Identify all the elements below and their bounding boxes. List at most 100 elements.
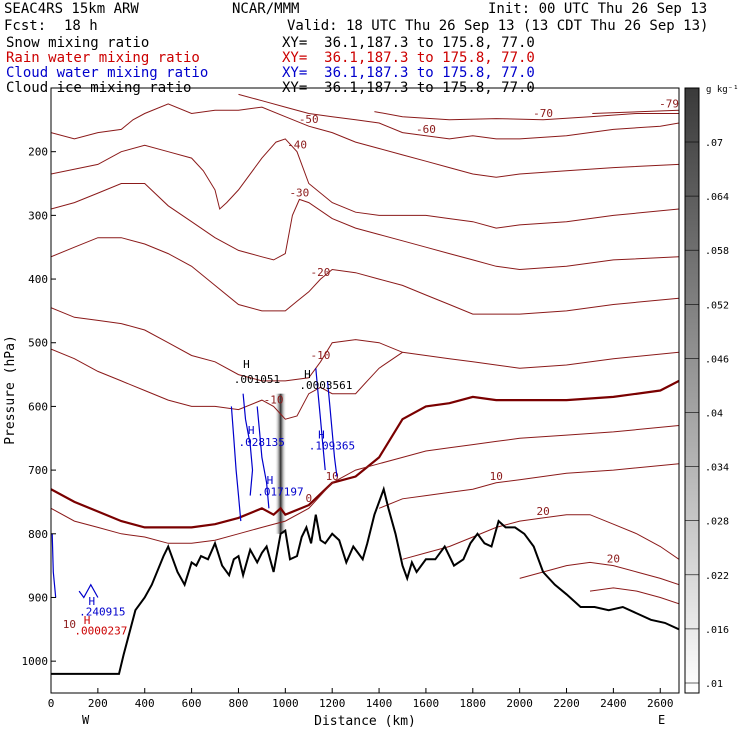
- isotherm-label: -70: [533, 107, 553, 120]
- field-annotation: H: [88, 595, 95, 608]
- y-tick-label: 800: [28, 528, 48, 541]
- isotherm-label: -10: [311, 349, 331, 362]
- legend-snow-xy: XY= 36.1,187.3 to 175.8, 77.0: [282, 35, 535, 51]
- isotherm-label: -20: [311, 266, 331, 279]
- x-tick-label: 1000: [272, 697, 299, 710]
- east-label: E: [658, 713, 665, 727]
- colorbar-tick-label: .046: [705, 354, 729, 365]
- y-tick-label: 1000: [22, 655, 49, 668]
- x-tick-label: 600: [182, 697, 202, 710]
- isotherm-line: [51, 103, 679, 178]
- isotherm-line: [374, 111, 679, 121]
- isotherm-line: [519, 561, 679, 586]
- x-tick-label: 2600: [647, 697, 674, 710]
- isotherm-label: -79.16: [659, 97, 699, 110]
- field-annotation: .017197: [257, 486, 303, 499]
- cloud-water-contour: [256, 406, 270, 509]
- x-tick-label: 200: [88, 697, 108, 710]
- colorbar-tick-label: .01: [705, 679, 723, 690]
- isotherm-label: 20: [536, 505, 549, 518]
- plot-frame: [50, 87, 680, 694]
- y-tick-label: 400: [28, 273, 48, 286]
- isotherm-label: 20: [607, 553, 620, 566]
- colorbar-tick-label: .016: [705, 625, 729, 636]
- west-label: W: [82, 713, 90, 727]
- y-tick-label: 700: [28, 464, 48, 477]
- x-tick-label: 2200: [553, 697, 580, 710]
- isotherm-line: [592, 109, 679, 114]
- rain-shading: [274, 393, 287, 534]
- isotherm-label: -10: [264, 393, 284, 406]
- isotherm-label: 10: [490, 470, 503, 483]
- colorbar-unit: g kg⁻¹: [706, 85, 739, 95]
- terrain-line: [51, 485, 679, 675]
- colorbar-tick-label: .028: [705, 517, 729, 528]
- y-tick-label: 600: [28, 400, 48, 413]
- cloud-water-contour: [315, 368, 326, 471]
- field-annotation: .240915: [79, 605, 125, 618]
- field-annotation: H: [248, 424, 255, 437]
- x-tick-label: 1200: [319, 697, 346, 710]
- cloud-water-contour: [242, 393, 254, 496]
- model-title: SEAC4RS 15km ARW: [4, 1, 139, 17]
- colorbar-tick-label: .07: [705, 138, 723, 149]
- x-tick-label: 1800: [460, 697, 487, 710]
- isotherm-line: [238, 93, 679, 140]
- cloud-water-contour: [51, 533, 57, 598]
- isotherm-line: [51, 348, 403, 420]
- isotherm-line: [589, 587, 679, 605]
- x-tick-label: 2400: [600, 697, 627, 710]
- field-annotation: H: [304, 368, 311, 381]
- x-tick-label: 1600: [413, 697, 440, 710]
- colorbar-tick-label: .034: [705, 463, 729, 474]
- cloud-water-contour: [326, 380, 338, 477]
- field-annotation: .001051: [234, 373, 280, 386]
- field-annotation: .0003561: [299, 379, 352, 392]
- isotherm-line: [402, 514, 679, 560]
- legend-rain: Rain water mixing ratio: [6, 50, 200, 66]
- colorbar-tick-label: .052: [705, 300, 729, 311]
- colorbar-tick-label: .022: [705, 571, 729, 582]
- isotherm-label: -60: [416, 123, 436, 136]
- isotherm-line: [51, 307, 679, 382]
- isotherm-line: [378, 463, 679, 509]
- isotherm-line: [51, 237, 679, 315]
- legend-rain-xy: XY= 36.1,187.3 to 175.8, 77.0: [282, 50, 535, 66]
- y-tick-label: 300: [28, 209, 48, 222]
- field-annotation: H: [318, 428, 325, 441]
- cloud-water-contour: [230, 406, 242, 522]
- isotherm-label: 10: [326, 470, 339, 483]
- x-axis-title: Distance (km): [314, 714, 416, 729]
- org-label: NCAR/MMM: [232, 1, 300, 17]
- isotherm-label: -30: [289, 186, 309, 199]
- isotherm-label: -50: [299, 113, 319, 126]
- colorbar-gradient: [684, 87, 700, 694]
- x-tick-label: 0: [48, 697, 55, 710]
- isotherm-line: [51, 379, 679, 529]
- y-axis-title: Pressure (hPa): [3, 335, 18, 445]
- colorbar-tick-label: .064: [705, 192, 729, 203]
- cloud-water-contour: [78, 583, 99, 599]
- y-tick-label: 900: [28, 591, 48, 604]
- legend-snow: Snow mixing ratio: [6, 35, 150, 51]
- colorbar: .07 .064 .058 .052 .046 .04 .034 .028 .022 .016 .0…: [684, 87, 729, 694]
- x-tick-label: 800: [229, 697, 249, 710]
- field-annotation: .109365: [309, 440, 355, 453]
- valid-time: Valid: 18 UTC Thu 26 Sep 13 (13 CDT Thu …: [287, 18, 709, 34]
- init-time: Init: 00 UTC Thu 26 Sep 13: [488, 1, 708, 17]
- fcst-value: 18 h: [64, 18, 98, 34]
- y-tick-label: 200: [28, 146, 48, 159]
- field-annotation: H: [267, 474, 274, 487]
- legend-cloudwater-xy: XY= 36.1,187.3 to 175.8, 77.0: [282, 65, 535, 81]
- x-tick-label: 2000: [506, 697, 533, 710]
- y-tick-label: 500: [28, 337, 48, 350]
- field-annotation: .0000237: [74, 624, 127, 637]
- field-annotation: 10: [63, 618, 76, 631]
- x-tick-label: 1400: [366, 697, 393, 710]
- legend-cloudwater: Cloud water mixing ratio: [6, 65, 209, 81]
- colorbar-tick-label: .058: [705, 246, 729, 257]
- field-annotation: H: [243, 358, 250, 371]
- fcst-label: Fcst:: [4, 18, 47, 34]
- isotherm-line: [51, 183, 679, 271]
